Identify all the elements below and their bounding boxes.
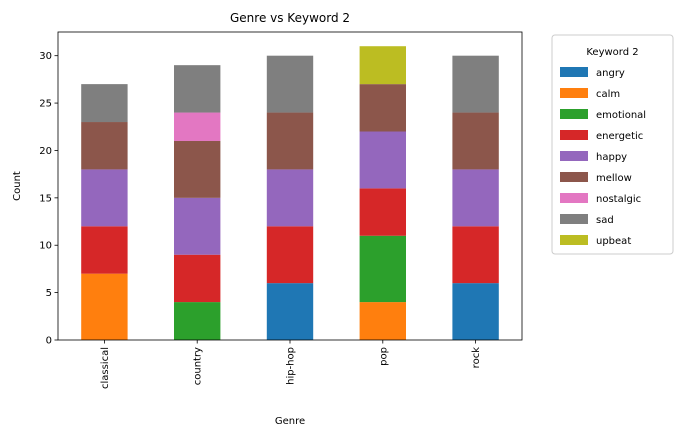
bar-segment-rock-energetic (452, 226, 499, 284)
plot-frame (57, 31, 523, 341)
y-tick-label: 10 (39, 241, 52, 252)
legend-label-sad: sad (596, 215, 614, 226)
bar-segment-classical-calm (81, 273, 128, 340)
x-tick-label-pop: pop (378, 347, 389, 366)
legend-title: Keyword 2 (586, 47, 638, 58)
legend-swatch-happy (560, 151, 588, 161)
bar-segment-rock-happy (452, 169, 499, 227)
legend-swatch-sad (560, 214, 588, 224)
legend-label-happy: happy (596, 152, 627, 163)
chart-title: Genre vs Keyword 2 (230, 11, 350, 25)
bar-segment-classical-sad (81, 84, 128, 123)
bar-segment-rock-mellow (452, 112, 499, 170)
legend-swatch-mellow (560, 172, 588, 182)
x-axis: classical country hip-hop pop rock (100, 340, 482, 389)
x-tick-label-rock: rock (471, 347, 482, 369)
bar-segment-country-emotional (174, 302, 221, 340)
bar-segment-country-nostalgic (174, 112, 221, 141)
x-tick-label-hip-hop: hip-hop (286, 347, 297, 385)
x-axis-title: Genre (275, 416, 305, 427)
y-tick-label: 25 (39, 99, 52, 110)
legend-label-upbeat: upbeat (596, 236, 631, 247)
legend-label-mellow: mellow (596, 173, 632, 184)
bar-segment-hip-hop-angry (266, 283, 314, 340)
bar-segment-hip-hop-energetic (266, 226, 314, 284)
bar-segment-rock-angry (452, 283, 499, 340)
bar-segment-rock-sad (452, 55, 499, 113)
legend-label-nostalgic: nostalgic (596, 194, 641, 205)
y-tick-label: 20 (39, 146, 52, 157)
y-axis: 0 5 10 15 20 25 30 (39, 51, 58, 347)
bar-segment-country-sad (174, 65, 221, 113)
bar-segment-country-happy (174, 197, 221, 255)
legend-label-calm: calm (596, 89, 620, 100)
legend-swatch-angry (560, 67, 588, 77)
bar-segment-pop-mellow (359, 84, 406, 132)
bar-segment-classical-mellow (81, 122, 128, 170)
bar-segment-pop-upbeat (359, 46, 406, 85)
bar-segment-pop-happy (359, 131, 406, 189)
bar-segment-hip-hop-mellow (266, 112, 314, 170)
legend: Keyword 2 angry calm emotional energetic hap… (551, 34, 674, 255)
y-tick-label: 0 (46, 336, 52, 347)
legend-swatch-emotional (560, 109, 588, 119)
y-tick-label: 30 (39, 51, 52, 62)
legend-label-angry: angry (596, 68, 625, 79)
bar-segment-classical-happy (81, 169, 128, 227)
legend-label-emotional: emotional (596, 110, 646, 121)
bar-segment-hip-hop-sad (266, 55, 314, 113)
bar-segment-country-energetic (174, 254, 221, 303)
y-axis-title: Count (12, 171, 23, 201)
bar-segment-pop-energetic (359, 188, 406, 236)
legend-swatch-calm (560, 88, 588, 98)
x-tick-label-classical: classical (100, 347, 111, 389)
bar-segment-pop-calm (359, 302, 406, 340)
bar-segment-hip-hop-happy (266, 169, 314, 227)
legend-swatch-upbeat (560, 235, 588, 245)
legend-swatch-energetic (560, 130, 588, 140)
legend-label-energetic: energetic (596, 131, 643, 142)
x-tick-label-country: country (193, 347, 204, 385)
y-tick-label: 5 (46, 288, 52, 299)
bar-segment-classical-energetic (81, 226, 128, 274)
legend-swatch-nostalgic (560, 193, 588, 203)
bar-segment-country-mellow (174, 140, 221, 198)
bar-segment-pop-emotional (359, 235, 406, 303)
y-tick-label: 15 (39, 193, 52, 204)
bars-layer (81, 46, 499, 340)
